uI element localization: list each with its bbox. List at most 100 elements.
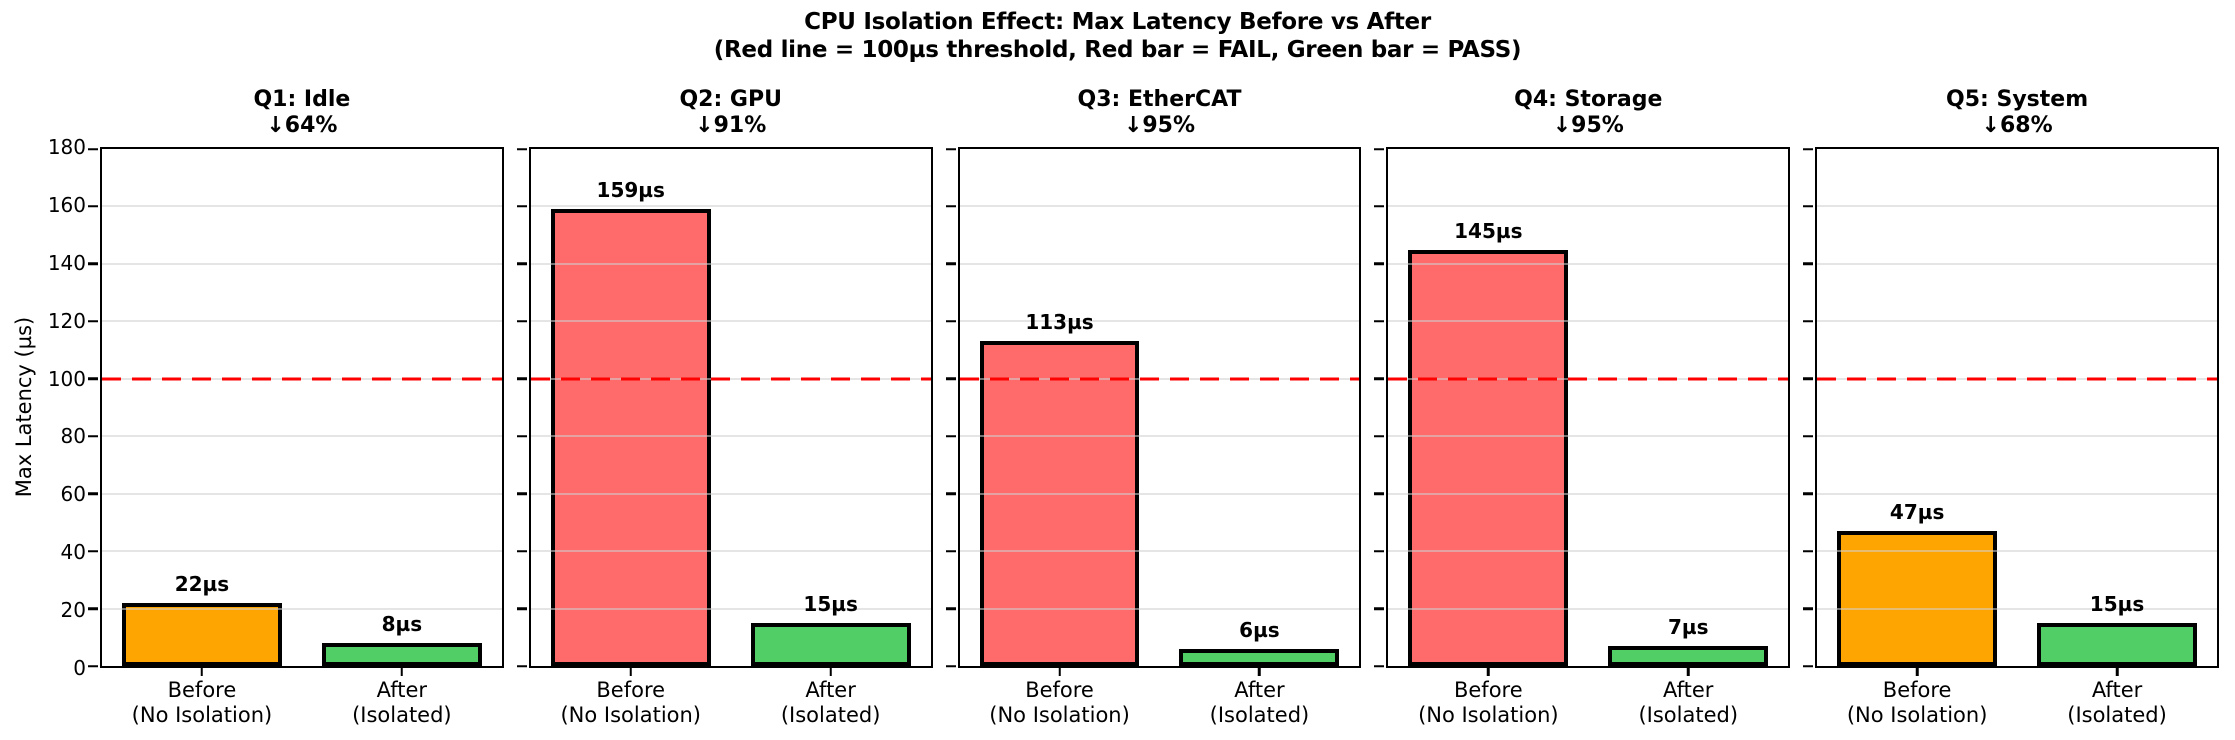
bar-before — [550, 209, 711, 666]
x-tick-label-after: After (Isolated) — [2067, 678, 2167, 727]
y-tick-mark — [1374, 607, 1385, 610]
panels: Q1: Idle ↓64% 22µs 8µs Before (No Isolati… — [88, 87, 2219, 727]
y-tick-mark — [945, 377, 956, 381]
y-tick-mark — [88, 377, 98, 381]
subplot-q2: Q2: GPU ↓91% 159µs 15µs Before (No Isolat… — [516, 87, 933, 727]
bar-after — [2037, 622, 2197, 666]
subplot-q5: Q5: System ↓68% 47µs 15µs Before (No Isol… — [1803, 87, 2219, 727]
y-tick-mark — [945, 492, 956, 495]
gridline — [1817, 262, 2217, 265]
gridline — [530, 320, 931, 323]
bar-before — [121, 602, 282, 666]
gridline — [959, 550, 1360, 553]
y-tick-marks — [1374, 147, 1788, 668]
y-tick-marks — [945, 147, 1360, 668]
x-tick-mark — [400, 668, 404, 676]
gridline — [959, 205, 1360, 208]
subplot-title-block: Q4: Storage ↓95% — [1388, 87, 1788, 139]
subplot-title-block: Q2: GPU ↓91% — [531, 87, 931, 139]
y-tick-mark — [88, 549, 98, 553]
bar-value-label: 159µs — [596, 178, 665, 203]
threshold-wrap — [530, 149, 931, 666]
y-tick-mark — [1803, 377, 1814, 381]
bar-value-label: 15µs — [803, 591, 858, 616]
x-tick-label-before: Before (No Isolation) — [989, 678, 1130, 727]
y-tick-mark — [1374, 492, 1385, 495]
gridline — [1388, 320, 1789, 323]
gridline — [959, 435, 1360, 438]
y-tick-mark — [516, 607, 527, 610]
y-tick-mark — [88, 607, 98, 610]
y-tick-mark — [1803, 434, 1814, 438]
reduction-label: ↓64% — [266, 113, 338, 138]
y-tick-mark — [945, 262, 956, 266]
gridline — [102, 435, 502, 438]
gridline — [1388, 262, 1789, 265]
y-tick-mark — [1374, 434, 1385, 438]
threshold-wrap — [1388, 149, 1789, 666]
y-tick-mark — [1803, 664, 1814, 668]
threshold-line — [1388, 377, 1789, 381]
subplot-title: Q4: Storage — [1514, 87, 1663, 112]
y-tick-mark — [516, 492, 527, 495]
gridline — [102, 550, 502, 553]
threshold-line — [1817, 377, 2217, 381]
y-tick-mark — [1803, 262, 1814, 266]
bar-after — [1608, 645, 1769, 666]
threshold-line — [530, 377, 931, 381]
y-tick-mark — [1374, 205, 1385, 208]
gridline — [1388, 492, 1789, 495]
y-tick-mark — [945, 607, 956, 610]
y-tick-marks — [516, 147, 931, 668]
x-tick-mark — [200, 668, 204, 676]
bar-after — [321, 643, 482, 666]
threshold-wrap — [1817, 149, 2217, 666]
y-tick-mark — [1374, 262, 1385, 266]
y-tick-mark — [516, 320, 527, 323]
bars: 145µs 7µs — [1388, 149, 1788, 666]
y-tick-mark — [945, 664, 956, 668]
y-tick-mark — [1374, 147, 1385, 151]
gridline — [1817, 320, 2217, 323]
subplot-title-block: Q1: Idle ↓64% — [102, 87, 502, 139]
subplot-title-block: Q3: EtherCAT ↓95% — [960, 87, 1360, 139]
bar-before — [1408, 249, 1569, 666]
y-tick-label: 40 — [60, 540, 86, 565]
x-tick-mark — [829, 668, 832, 676]
y-tick-mark — [88, 205, 98, 208]
gridline — [1817, 492, 2217, 495]
x-tick-mark — [1686, 668, 1690, 676]
subplot-q3: Q3: EtherCAT ↓95% 113µs 6µs Before (No Is… — [945, 87, 1362, 727]
threshold-line — [102, 377, 502, 381]
bar-value-label: 6µs — [1239, 617, 1280, 642]
gridline — [530, 262, 931, 265]
bar-value-label: 7µs — [1667, 614, 1709, 639]
gridline — [530, 492, 931, 495]
gridline — [959, 607, 1360, 610]
bar-value-label: 8µs — [381, 612, 423, 637]
gridline — [1817, 550, 2217, 553]
subplot-title: Q1: Idle — [253, 87, 351, 112]
x-tick-label-after: After (Isolated) — [1638, 678, 1739, 727]
y-tick-label: 80 — [60, 424, 86, 449]
x-tick-mark — [2115, 668, 2119, 676]
y-tick-mark — [516, 205, 527, 208]
y-tick-mark — [88, 262, 98, 266]
subplot-title: Q3: EtherCAT — [1077, 87, 1242, 112]
y-tick-label: 160 — [47, 192, 86, 217]
gridline — [1388, 205, 1789, 208]
y-tick-mark — [88, 147, 98, 151]
y-tick-labels: 0 20 40 60 80 100 120 140 160 180 — [0, 137, 86, 678]
y-tick-mark — [516, 549, 527, 553]
y-tick-mark — [1803, 147, 1814, 151]
y-tick-marks — [1803, 147, 2217, 668]
y-tick-mark — [88, 492, 98, 495]
y-tick-mark — [945, 434, 956, 438]
gridline — [102, 492, 502, 495]
y-tick-label: 60 — [60, 482, 86, 507]
x-tick-label-after: After (Isolated) — [1209, 678, 1310, 727]
x-tick-label-before: Before (No Isolation) — [1418, 678, 1559, 727]
bars: 159µs 15µs — [531, 149, 931, 666]
y-tick-mark — [516, 262, 527, 266]
